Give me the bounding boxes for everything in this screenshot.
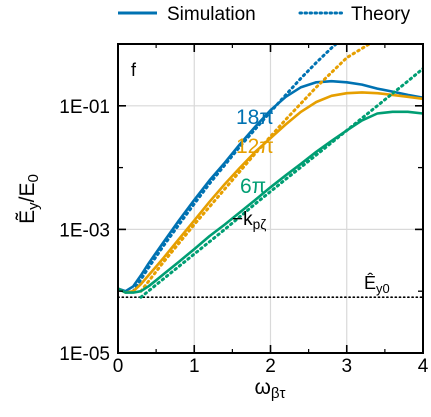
panel-label: f <box>131 60 137 80</box>
theory-line-18pi <box>131 44 339 293</box>
x-tick-label: 1 <box>189 356 200 377</box>
x-tick-label: 0 <box>113 356 124 377</box>
simulation-line-18pi <box>118 79 423 293</box>
simulation-line-12pi <box>118 91 423 294</box>
annotation-6pi: 6π <box>240 175 266 198</box>
x-tick-label: 3 <box>341 356 352 377</box>
legend-theory-label: Theory <box>351 4 411 25</box>
y-tick-label: 1E-01 <box>59 97 110 118</box>
grid <box>118 44 423 353</box>
y-tick-label: 1E-05 <box>59 344 110 365</box>
x-axis-label: ωβτ <box>254 376 285 402</box>
reference-line-label: Êy0 <box>364 273 390 296</box>
y-axis-label: Ẽy/E0 <box>15 174 42 224</box>
y-tick-label: 1E-03 <box>59 220 110 241</box>
annotation-12pi: 12π <box>236 135 274 158</box>
x-tick-label: 4 <box>418 356 429 377</box>
legend-simulation-label: Simulation <box>167 4 256 25</box>
theory-line-12pi <box>139 44 373 293</box>
simulation-line-6pi <box>118 110 423 294</box>
x-tick-label: 2 <box>265 356 276 377</box>
annotation-18pi: 18π <box>236 106 274 129</box>
theory-line-6pi <box>139 67 423 299</box>
annotation-kp-zeta: −kpζ <box>232 209 266 232</box>
legend: Simulation Theory <box>118 4 411 25</box>
